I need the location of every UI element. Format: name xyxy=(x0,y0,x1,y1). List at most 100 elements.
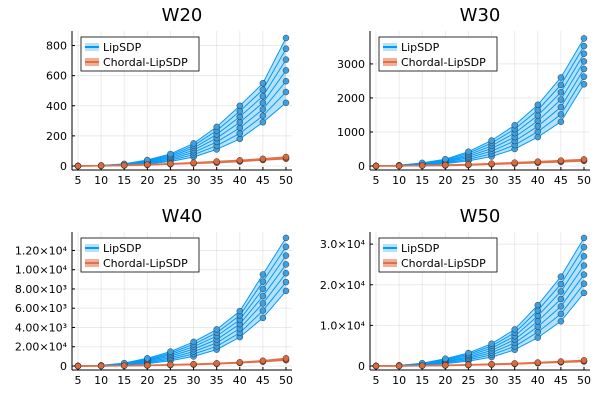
data-point xyxy=(282,355,290,362)
data-point xyxy=(259,92,267,100)
series-line xyxy=(77,237,287,367)
data-point xyxy=(282,67,290,74)
data-point xyxy=(259,307,267,314)
x-tick-label: 40 xyxy=(531,374,545,387)
data-point xyxy=(236,359,244,366)
data-point xyxy=(282,88,290,96)
legend-label: LipSDP xyxy=(401,41,440,54)
data-point xyxy=(144,161,151,168)
data-point xyxy=(534,123,541,130)
data-point xyxy=(236,102,244,110)
y-tick-label: 4.00×10³ xyxy=(15,321,67,334)
x-tick-label: 35 xyxy=(210,174,224,187)
x-tick-label: 25 xyxy=(461,374,475,387)
data-point xyxy=(259,86,267,93)
data-point xyxy=(259,300,267,307)
series-line xyxy=(77,156,287,167)
data-point xyxy=(236,130,244,137)
data-point xyxy=(236,113,244,121)
data-point xyxy=(488,360,495,368)
data-point xyxy=(74,162,82,170)
data-point xyxy=(580,50,588,57)
data-point xyxy=(442,161,449,169)
data-point xyxy=(167,348,174,355)
data-point xyxy=(282,243,290,251)
x-tick-label: 40 xyxy=(531,174,545,187)
data-point xyxy=(282,56,290,63)
x-tick-label: 5 xyxy=(75,374,82,387)
data-point xyxy=(580,262,588,269)
legend: LipSDP Chordal-LipSDP xyxy=(80,36,200,72)
data-point xyxy=(282,99,290,107)
data-point xyxy=(395,362,403,370)
data-point xyxy=(282,278,290,286)
data-point xyxy=(534,301,541,309)
series-band xyxy=(376,38,584,166)
data-point xyxy=(557,74,565,81)
y-tick-label: 0 xyxy=(60,360,67,373)
data-point xyxy=(557,318,565,325)
x-tick-label: 25 xyxy=(163,374,177,387)
series-chordal-lipsdp xyxy=(74,355,290,370)
legend: LipSDP Chordal-LipSDP xyxy=(80,237,200,273)
legend: LipSDP Chordal-LipSDP xyxy=(378,237,498,273)
legend-label: Chordal-LipSDP xyxy=(401,56,486,69)
data-point xyxy=(580,65,588,73)
data-point xyxy=(259,278,267,285)
data-point xyxy=(144,362,151,369)
x-tick-label: 5 xyxy=(373,374,380,387)
chart-w50: W50 5 10 15 20 25 30 35 40 45 50 0 1.0×10⁴ 2.0×10⁴ 3.0… xyxy=(320,206,591,387)
legend-label: LipSDP xyxy=(103,242,142,255)
data-point xyxy=(282,153,290,161)
data-point xyxy=(97,362,105,370)
series-chordal-lipsdp xyxy=(372,357,588,370)
x-tick-label: 45 xyxy=(554,374,568,387)
data-point xyxy=(511,159,518,166)
y-tick-label: 2.00×10⁴ xyxy=(15,341,68,354)
y-tick-label: 800 xyxy=(46,40,67,53)
x-tick-label: 15 xyxy=(415,174,429,187)
x-tick-label: 20 xyxy=(438,374,452,387)
data-point xyxy=(511,326,518,333)
legend-box xyxy=(80,237,200,273)
chart-w20: W20 5 10 15 20 25 30 35 40 45 50 0 200 400 600 800 LipSD… xyxy=(46,5,293,187)
y-tick-label: 1.0×10⁴ xyxy=(320,319,366,332)
data-point xyxy=(372,362,380,370)
data-point xyxy=(236,157,244,164)
y-tick-label: 3.0×10⁴ xyxy=(320,238,366,251)
x-tick-label: 10 xyxy=(94,174,108,187)
x-tick-label: 20 xyxy=(140,374,154,387)
y-tick-label: 400 xyxy=(46,100,67,113)
data-point xyxy=(282,252,290,259)
x-tick-label: 5 xyxy=(373,174,380,187)
data-point xyxy=(259,271,267,278)
legend-label: Chordal-LipSDP xyxy=(401,257,486,270)
data-point xyxy=(74,362,82,370)
data-point xyxy=(580,280,588,287)
data-point xyxy=(580,253,588,260)
series-line xyxy=(375,237,585,367)
data-point xyxy=(580,73,588,80)
data-point xyxy=(282,270,290,277)
data-point xyxy=(282,77,290,85)
chart-w30: W30 5 10 15 20 25 30 35 40 45 50 0 1000 2000 3000 LipSD… xyxy=(337,5,591,187)
y-tick-label: 200 xyxy=(46,130,67,143)
x-tick-label: 50 xyxy=(279,374,293,387)
data-point xyxy=(488,340,495,347)
data-point xyxy=(419,362,426,369)
x-tick-label: 50 xyxy=(577,374,591,387)
data-point xyxy=(557,295,565,303)
series-line xyxy=(375,359,585,367)
x-tick-label: 25 xyxy=(163,174,177,187)
data-point xyxy=(419,162,426,169)
x-tick-label: 15 xyxy=(415,374,429,387)
data-point xyxy=(580,58,588,65)
data-point xyxy=(557,103,565,111)
data-point xyxy=(465,161,472,168)
data-point xyxy=(534,128,541,135)
data-point xyxy=(259,285,267,293)
series-chordal-lipsdp xyxy=(372,156,588,170)
y-tick-label: 0 xyxy=(358,360,365,373)
y-tick-label: 1.00×10⁴ xyxy=(15,264,68,277)
x-tick-label: 35 xyxy=(508,374,522,387)
